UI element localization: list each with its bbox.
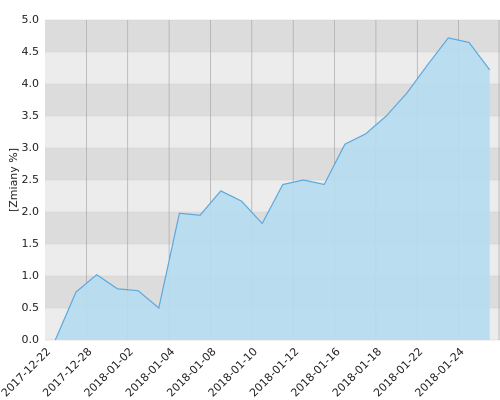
area — [55, 37, 490, 341]
line — [54, 37, 491, 341]
y-tick-label: 2.0 — [22, 205, 40, 218]
y-tick-label: 3.0 — [22, 141, 40, 154]
y-tick-label: 0.0 — [22, 333, 40, 346]
y-axis-label: [Zmiany %] — [7, 148, 20, 212]
grid-band — [45, 20, 500, 52]
y-tick-label: 4.0 — [22, 77, 40, 90]
y-tick-label: 3.5 — [22, 109, 40, 122]
y-tick-label: 1.5 — [22, 237, 40, 250]
y-tick-label: 4.5 — [22, 45, 40, 58]
y-tick-label: 2.5 — [22, 173, 40, 186]
y-tick-label: 1.0 — [22, 269, 40, 282]
y-tick-label: 0.5 — [22, 301, 40, 314]
y-tick-label: 5.0 — [22, 13, 40, 26]
